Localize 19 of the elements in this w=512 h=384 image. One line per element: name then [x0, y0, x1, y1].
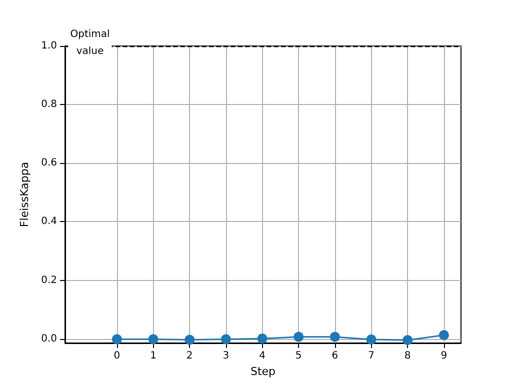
x-tick-label: 3	[222, 350, 230, 362]
y-tick-label: 0.8	[41, 99, 57, 110]
x-tick-label: 6	[332, 350, 338, 362]
x-tick-label: 4	[259, 350, 266, 362]
ref-line-label: Optimal value	[70, 29, 110, 57]
x-axis-title: Step	[250, 364, 276, 378]
x-tick-label: 7	[368, 350, 374, 362]
x-tick-label: 2	[186, 350, 193, 362]
y-tick-label: 0.6	[41, 158, 57, 169]
x-tick-label: 1	[150, 350, 156, 362]
y-tick-label: 1.0	[41, 40, 57, 52]
x-tick-label: 9	[440, 350, 448, 362]
y-axis-title: FleissKappa	[18, 162, 32, 228]
x-tick-label: 5	[295, 350, 302, 362]
y-tick-label: 0.2	[41, 274, 57, 286]
x-tick-label: 8	[404, 350, 411, 362]
y-tick-label: 0.4	[41, 216, 57, 228]
x-tick-label: 0	[114, 350, 120, 362]
y-tick-label: 0.0	[41, 333, 57, 344]
